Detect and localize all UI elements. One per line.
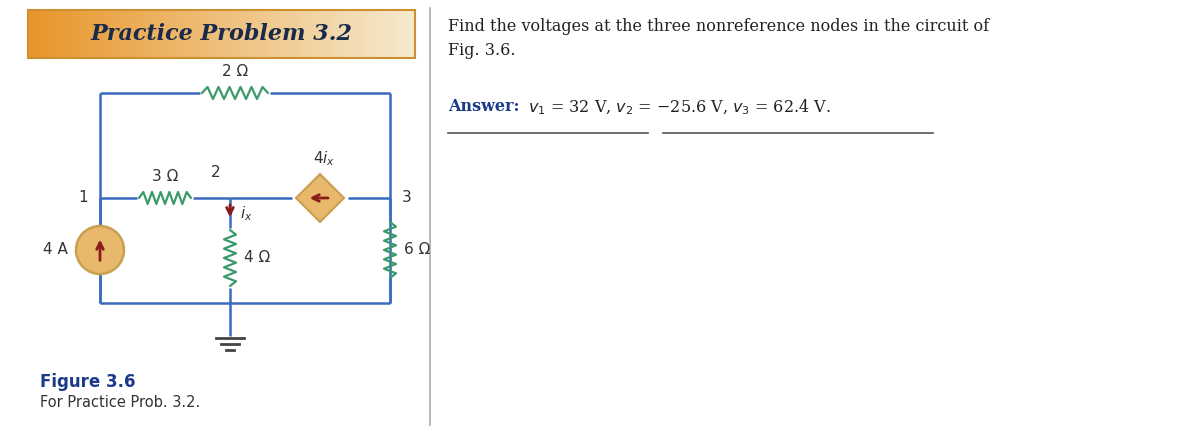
Bar xyxy=(150,10,157,58)
Bar xyxy=(67,10,73,58)
Polygon shape xyxy=(296,174,344,222)
Bar xyxy=(337,10,344,58)
Bar xyxy=(344,10,352,58)
Bar xyxy=(163,10,170,58)
Bar xyxy=(176,10,184,58)
Bar xyxy=(60,10,67,58)
Bar xyxy=(305,10,312,58)
Text: $4i_x$: $4i_x$ xyxy=(313,149,335,168)
Bar xyxy=(331,10,338,58)
Bar xyxy=(318,10,325,58)
Bar xyxy=(350,10,358,58)
Text: 1: 1 xyxy=(78,191,88,206)
Bar xyxy=(157,10,164,58)
Bar xyxy=(131,10,138,58)
Bar xyxy=(234,10,241,58)
Bar xyxy=(54,10,61,58)
Text: Answer:: Answer: xyxy=(448,98,520,115)
Bar xyxy=(293,10,300,58)
Bar xyxy=(402,10,409,58)
Text: 2: 2 xyxy=(211,165,221,180)
Bar xyxy=(215,10,222,58)
Bar xyxy=(28,10,35,58)
Bar xyxy=(125,10,132,58)
Bar xyxy=(196,10,203,58)
Bar xyxy=(98,10,106,58)
Bar xyxy=(138,10,145,58)
Text: For Practice Prob. 3.2.: For Practice Prob. 3.2. xyxy=(40,395,200,410)
Text: Find the voltages at the three nonreference nodes in the circuit of: Find the voltages at the three nonrefere… xyxy=(448,18,989,35)
Bar xyxy=(106,10,113,58)
Bar xyxy=(144,10,151,58)
Bar xyxy=(228,10,235,58)
Bar xyxy=(286,10,293,58)
Bar xyxy=(266,10,274,58)
Text: 3 Ω: 3 Ω xyxy=(152,169,178,184)
Bar xyxy=(312,10,319,58)
Bar xyxy=(260,10,268,58)
Bar xyxy=(408,10,415,58)
Text: Figure 3.6: Figure 3.6 xyxy=(40,373,136,391)
Bar xyxy=(28,10,415,58)
Text: $v_1$ = 32 V, $v_2$ = $-$25.6 V, $v_3$ = 62.4 V.: $v_1$ = 32 V, $v_2$ = $-$25.6 V, $v_3$ =… xyxy=(528,98,830,117)
Bar xyxy=(73,10,80,58)
Text: 4 Ω: 4 Ω xyxy=(244,251,270,265)
Bar xyxy=(389,10,396,58)
Text: 4 A: 4 A xyxy=(43,242,68,258)
Bar xyxy=(280,10,287,58)
Bar xyxy=(182,10,190,58)
Bar xyxy=(396,10,403,58)
Bar xyxy=(41,10,48,58)
Bar xyxy=(299,10,306,58)
Text: Practice Problem 3.2: Practice Problem 3.2 xyxy=(90,23,353,45)
Bar xyxy=(356,10,364,58)
Bar xyxy=(209,10,216,58)
Bar xyxy=(370,10,377,58)
Bar xyxy=(86,10,94,58)
Bar xyxy=(112,10,119,58)
Bar xyxy=(222,10,228,58)
Text: 2 Ω: 2 Ω xyxy=(222,64,248,79)
Bar xyxy=(383,10,390,58)
Bar xyxy=(92,10,100,58)
Bar xyxy=(364,10,371,58)
Bar xyxy=(35,10,42,58)
Bar xyxy=(47,10,54,58)
Bar xyxy=(241,10,247,58)
Bar xyxy=(377,10,383,58)
Bar xyxy=(170,10,176,58)
Bar xyxy=(119,10,125,58)
Text: $i_x$: $i_x$ xyxy=(240,205,253,223)
Text: Fig. 3.6.: Fig. 3.6. xyxy=(448,42,516,59)
Bar xyxy=(274,10,280,58)
Bar xyxy=(79,10,86,58)
Bar xyxy=(325,10,331,58)
Text: 6 Ω: 6 Ω xyxy=(404,242,431,258)
Circle shape xyxy=(76,226,124,274)
Text: 3: 3 xyxy=(402,191,412,206)
Bar xyxy=(190,10,197,58)
Bar xyxy=(253,10,260,58)
Bar xyxy=(247,10,254,58)
Bar xyxy=(202,10,209,58)
